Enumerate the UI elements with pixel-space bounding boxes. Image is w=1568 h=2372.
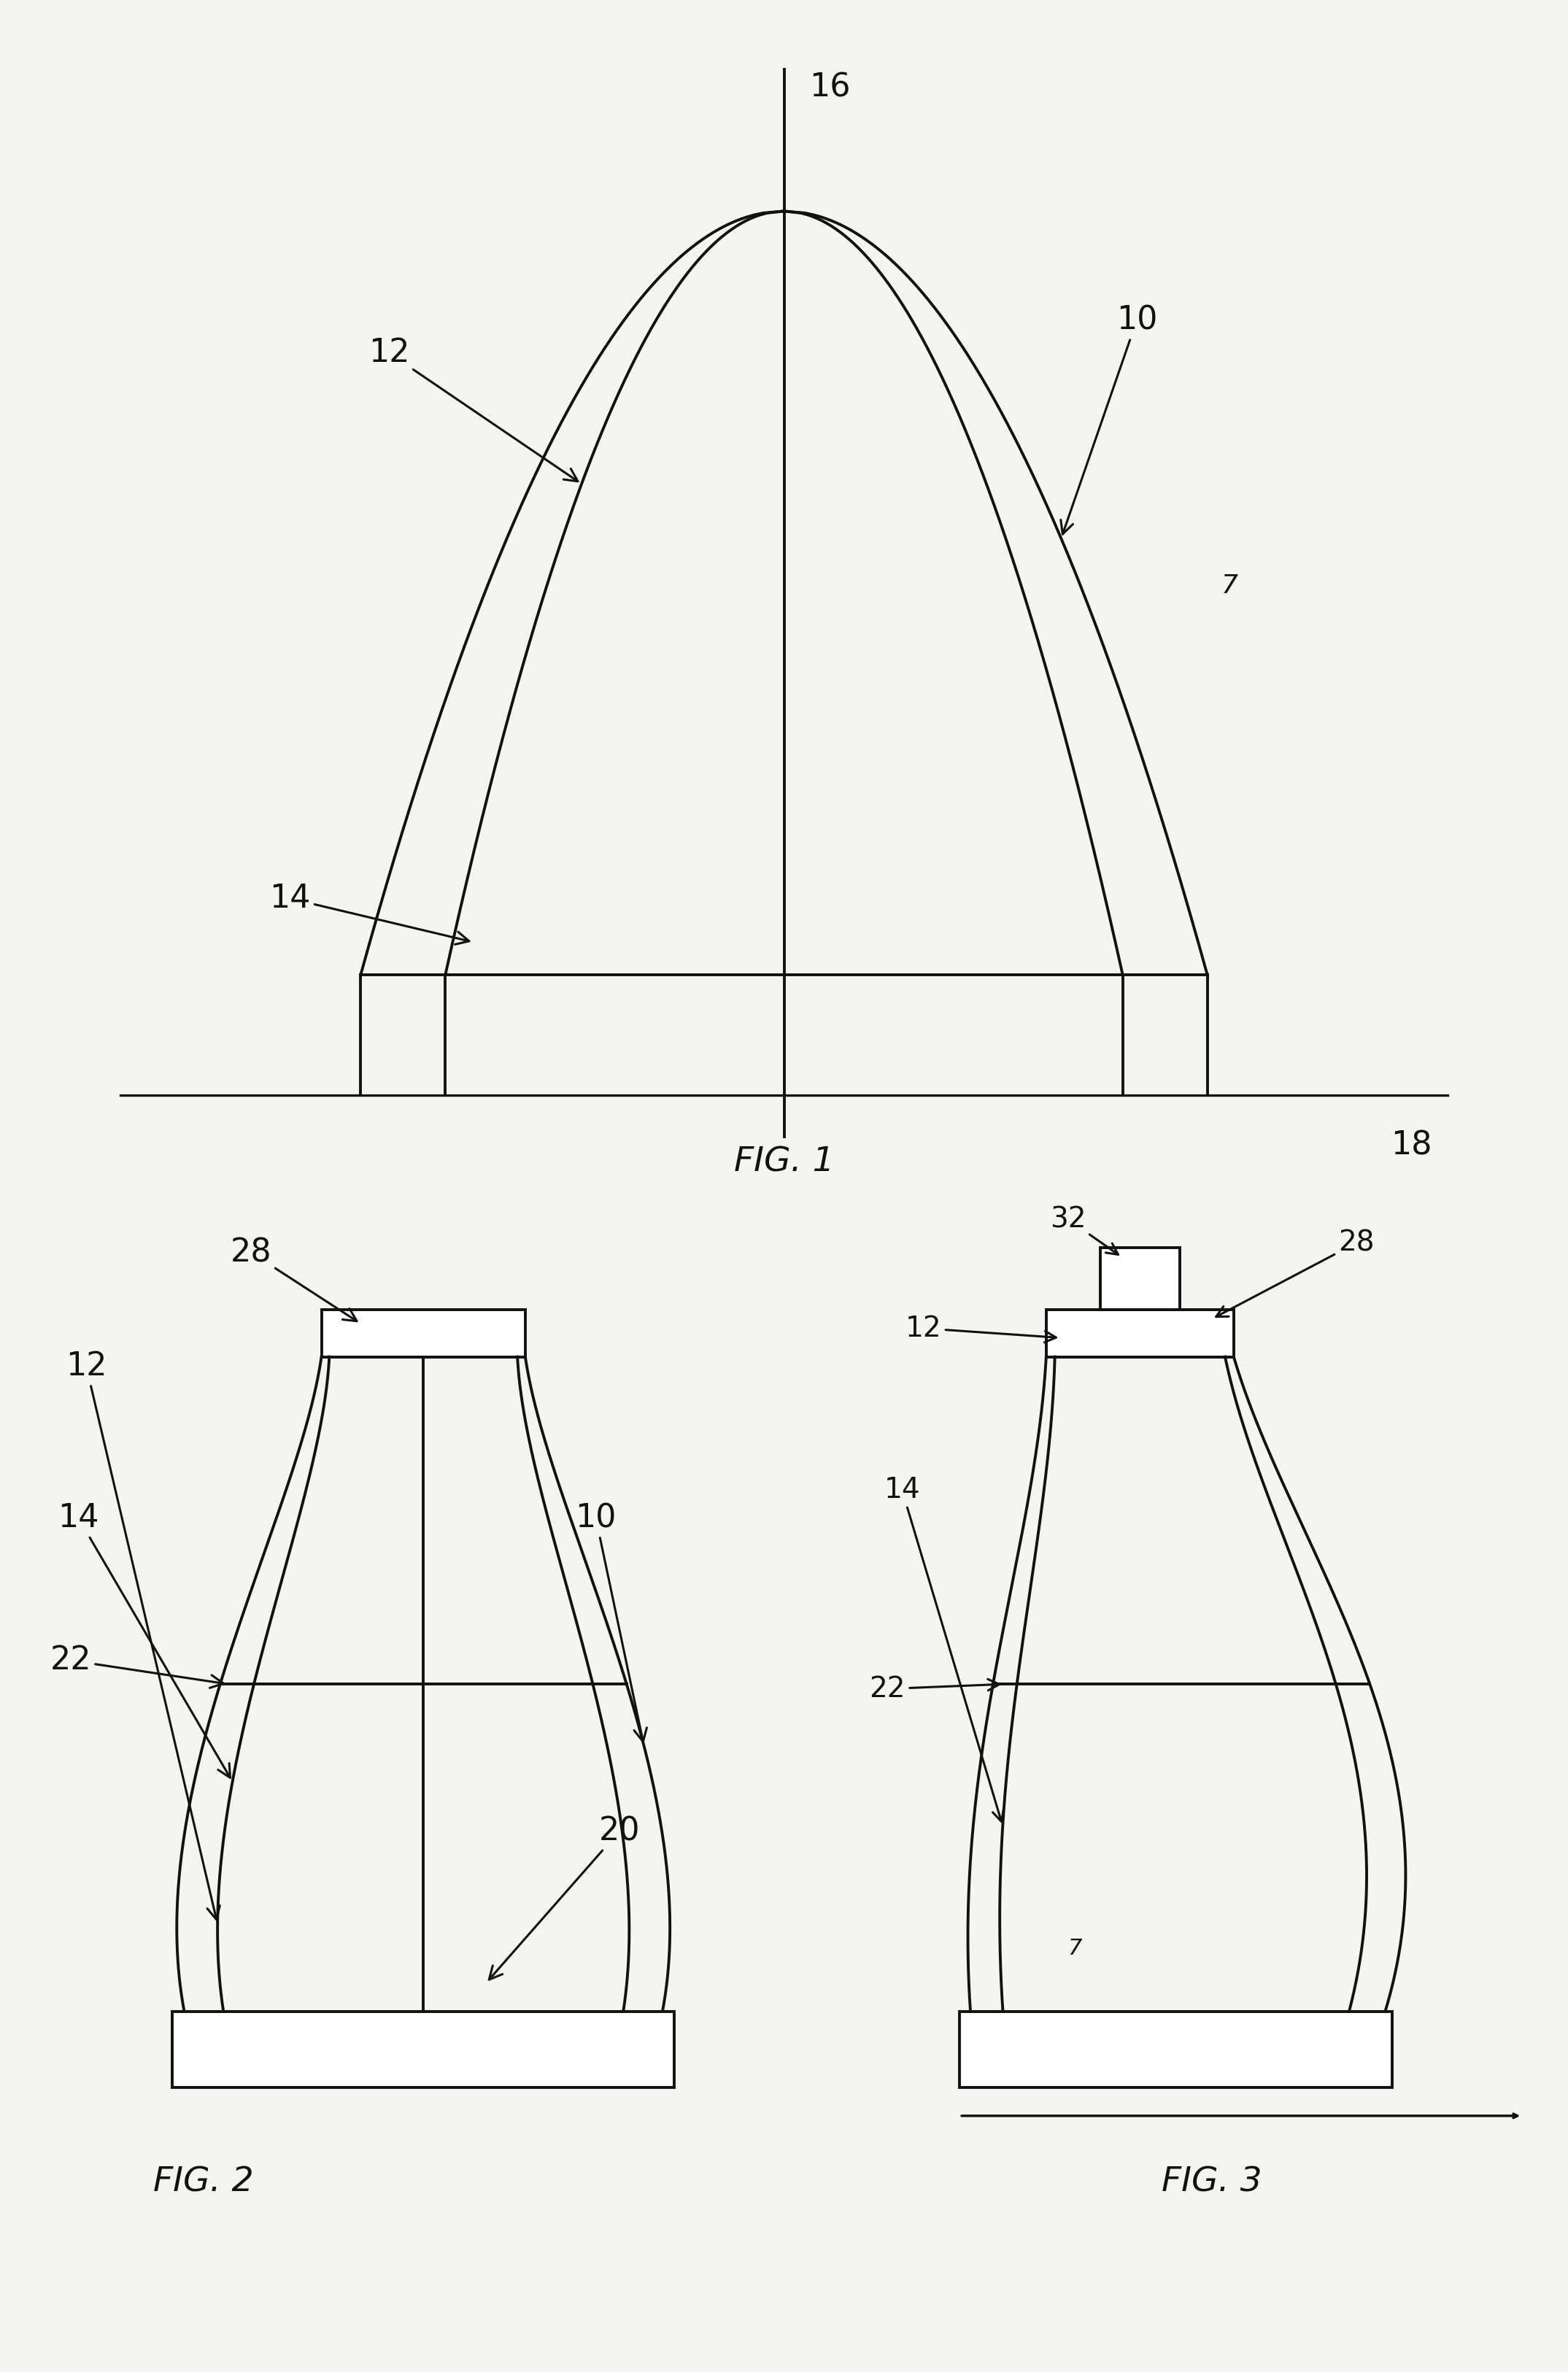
Text: 22: 22 bbox=[869, 1675, 999, 1703]
Polygon shape bbox=[1046, 1309, 1234, 1357]
Text: 20: 20 bbox=[489, 1815, 640, 1981]
Text: FIG. 3: FIG. 3 bbox=[1162, 2166, 1262, 2199]
Text: 16: 16 bbox=[809, 71, 850, 102]
Text: 22: 22 bbox=[50, 1644, 224, 1689]
Text: 7: 7 bbox=[1221, 574, 1239, 598]
Text: 28: 28 bbox=[230, 1236, 358, 1321]
Text: 12: 12 bbox=[66, 1350, 220, 1919]
Text: FIG. 2: FIG. 2 bbox=[154, 2166, 254, 2199]
Text: 12: 12 bbox=[905, 1314, 1057, 1343]
Text: 14: 14 bbox=[58, 1501, 230, 1777]
Polygon shape bbox=[321, 1309, 525, 1357]
Text: 14: 14 bbox=[884, 1475, 1004, 1822]
Text: 32: 32 bbox=[1049, 1205, 1118, 1255]
Polygon shape bbox=[960, 2011, 1392, 2087]
Text: 14: 14 bbox=[270, 882, 469, 944]
Text: 10: 10 bbox=[575, 1501, 646, 1741]
Text: FIG. 1: FIG. 1 bbox=[734, 1146, 834, 1179]
Text: 28: 28 bbox=[1217, 1229, 1375, 1316]
Text: 10: 10 bbox=[1062, 304, 1157, 534]
Polygon shape bbox=[1101, 1248, 1179, 1309]
Polygon shape bbox=[172, 2011, 674, 2087]
Text: 18: 18 bbox=[1391, 1129, 1432, 1162]
Text: 7: 7 bbox=[1068, 1938, 1082, 1959]
Text: 12: 12 bbox=[368, 337, 579, 482]
